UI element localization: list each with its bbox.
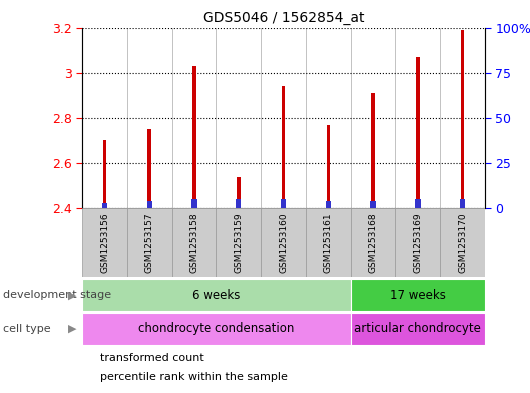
- Bar: [351, 313, 485, 345]
- Text: GSM1253159: GSM1253159: [234, 212, 243, 273]
- Bar: [261, 208, 306, 277]
- Text: articular chondrocyte: articular chondrocyte: [355, 322, 481, 336]
- Bar: [237, 177, 241, 208]
- Bar: [216, 208, 261, 277]
- Bar: [82, 208, 127, 277]
- Text: ▶: ▶: [68, 290, 77, 300]
- Bar: [416, 57, 420, 208]
- Bar: [326, 125, 330, 208]
- Bar: [82, 279, 351, 311]
- Text: GSM1253161: GSM1253161: [324, 212, 333, 273]
- Bar: [82, 313, 351, 345]
- Bar: [461, 30, 464, 208]
- Text: GSM1253168: GSM1253168: [368, 212, 377, 273]
- Bar: [103, 140, 107, 208]
- Bar: [147, 201, 152, 208]
- Bar: [192, 66, 196, 208]
- Text: cell type: cell type: [3, 324, 50, 334]
- Bar: [351, 208, 395, 277]
- Bar: [372, 93, 375, 208]
- Bar: [102, 203, 107, 208]
- Text: percentile rank within the sample: percentile rank within the sample: [100, 372, 288, 382]
- Bar: [395, 208, 440, 277]
- Text: ▶: ▶: [68, 324, 77, 334]
- Text: GSM1253156: GSM1253156: [100, 212, 109, 273]
- Text: development stage: development stage: [3, 290, 111, 300]
- Text: GSM1253169: GSM1253169: [413, 212, 422, 273]
- Text: GSM1253157: GSM1253157: [145, 212, 154, 273]
- Bar: [147, 129, 151, 208]
- Bar: [236, 199, 242, 208]
- Text: GSM1253158: GSM1253158: [190, 212, 199, 273]
- Bar: [460, 199, 465, 208]
- Bar: [306, 208, 351, 277]
- Text: transformed count: transformed count: [100, 353, 204, 364]
- Text: chondrocyte condensation: chondrocyte condensation: [138, 322, 295, 336]
- Bar: [282, 86, 285, 208]
- Text: GSM1253160: GSM1253160: [279, 212, 288, 273]
- Bar: [325, 201, 331, 208]
- Text: GSM1253170: GSM1253170: [458, 212, 467, 273]
- Bar: [351, 279, 485, 311]
- Bar: [172, 208, 216, 277]
- Title: GDS5046 / 1562854_at: GDS5046 / 1562854_at: [203, 11, 364, 25]
- Bar: [127, 208, 172, 277]
- Text: 6 weeks: 6 weeks: [192, 288, 241, 302]
- Bar: [191, 199, 197, 208]
- Bar: [370, 201, 376, 208]
- Bar: [415, 199, 420, 208]
- Bar: [281, 199, 286, 208]
- Bar: [440, 208, 485, 277]
- Text: 17 weeks: 17 weeks: [390, 288, 446, 302]
